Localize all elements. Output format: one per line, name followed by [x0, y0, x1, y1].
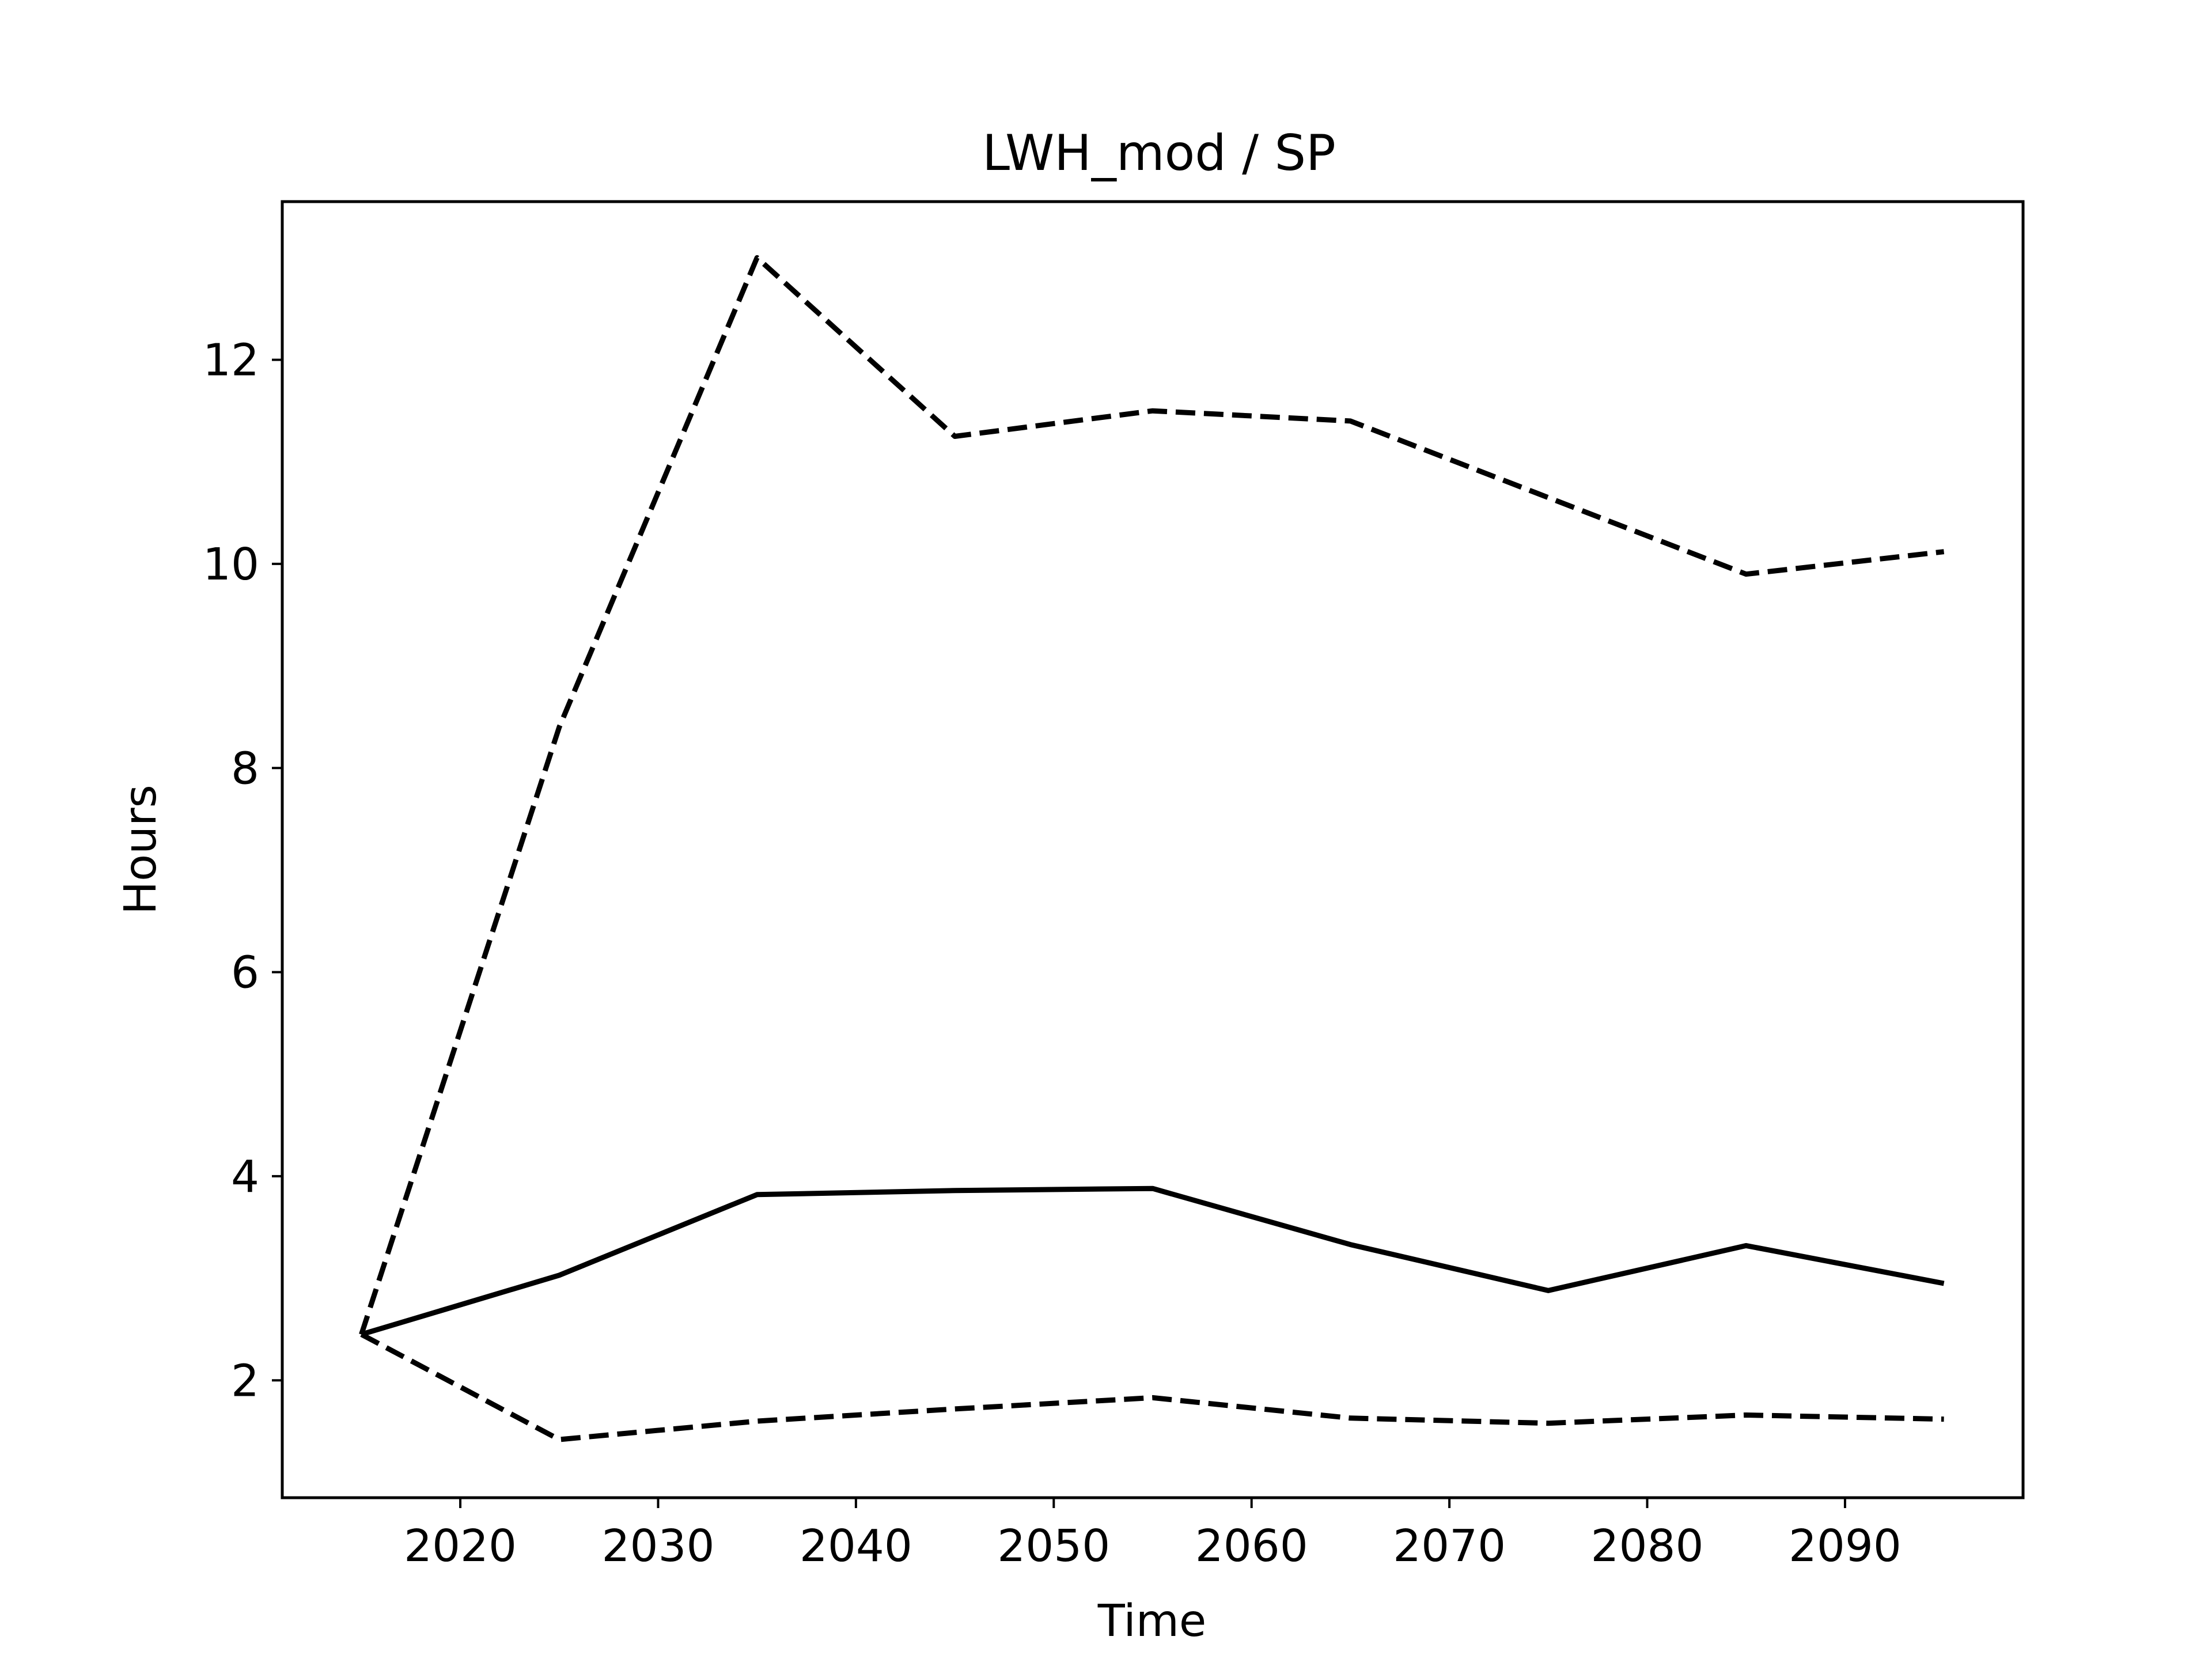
plot-area-frame: [281, 200, 2025, 1499]
y-tick-label: 2: [231, 1355, 259, 1407]
series-layer: [359, 255, 1945, 1442]
x-tick-label: 2020: [404, 1521, 517, 1572]
x-tick-label: 2040: [800, 1521, 912, 1572]
y-axis-label: Hours: [115, 785, 166, 915]
x-tick-label: 2030: [601, 1521, 714, 1572]
y-tick-label: 4: [231, 1152, 259, 1203]
x-tick-label: 2090: [1789, 1521, 1902, 1572]
x-axis: 2020 2030 2040 2050 2060 2070 2080 2090: [404, 1498, 1902, 1572]
y-tick-label: 8: [231, 743, 259, 794]
chart-title: LWH_mod / SP: [982, 124, 1336, 182]
series-median-solid-line: [361, 1185, 1945, 1337]
y-tick-label: 12: [203, 335, 259, 387]
x-axis-label: Time: [1097, 1596, 1206, 1647]
y-axis: 2 4 6 8 10 12: [203, 335, 282, 1407]
series-lower-dashed-line: [360, 1332, 1944, 1442]
x-tick-label: 2080: [1591, 1521, 1704, 1572]
x-tick-label: 2060: [1195, 1521, 1308, 1572]
series-upper-dashed-line: [359, 255, 1945, 1335]
x-tick-label: 2070: [1393, 1521, 1506, 1572]
y-tick-label: 10: [203, 539, 259, 590]
x-tick-label: 2050: [997, 1521, 1110, 1572]
y-tick-label: 6: [231, 948, 259, 999]
